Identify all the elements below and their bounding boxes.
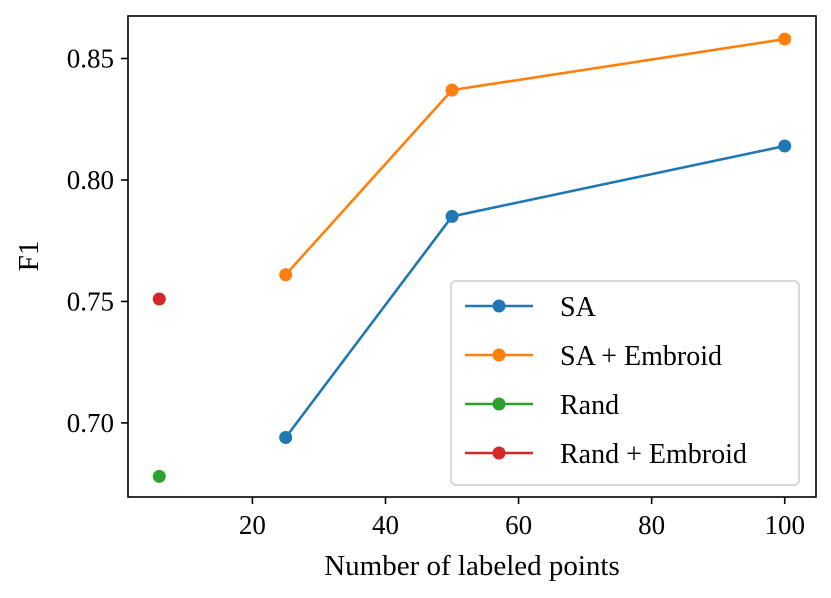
y-axis-label: F1: [13, 241, 45, 272]
legend-box: [450, 280, 800, 486]
y-axis: 0.70 0.75 0.80 0.85: [67, 44, 128, 438]
x-tick-label: 20: [239, 510, 266, 540]
x-axis-label: Number of labeled points: [324, 550, 620, 582]
data-point-sa-embroid: [279, 268, 293, 282]
data-point-sa-embroid: [778, 32, 792, 46]
legend-marker-sa-embroid: [492, 348, 506, 362]
legend-marker-sa: [492, 299, 506, 313]
legend: SA SA + Embroid Rand Rand + Embroid: [450, 280, 800, 486]
legend-label-sa-embroid: SA + Embroid: [560, 341, 722, 372]
series-layer: [152, 32, 792, 483]
legend-label-rand: Rand: [560, 390, 619, 421]
legend-marker-rand: [492, 397, 506, 411]
plot-frame: [127, 15, 817, 498]
data-point-rand-embroid: [152, 292, 166, 306]
data-point-sa: [279, 430, 293, 444]
series-line-sa-embroid: [284, 37, 785, 276]
x-tick-label: 40: [372, 510, 399, 540]
x-tick-label: 100: [764, 510, 805, 540]
x-axis: 20 40 60 80 100: [239, 497, 805, 540]
data-point-sa-embroid: [445, 83, 459, 97]
data-point-sa: [778, 139, 792, 153]
legend-label-rand-embroid: Rand + Embroid: [560, 439, 747, 470]
data-point-rand: [152, 469, 166, 483]
y-tick-label: 0.75: [67, 286, 114, 316]
x-tick-label: 60: [505, 510, 532, 540]
data-point-sa: [445, 209, 459, 223]
y-tick-label: 0.80: [67, 165, 114, 195]
legend-marker-rand-embroid: [492, 446, 506, 460]
legend-label-sa: SA: [560, 292, 597, 323]
x-tick-label: 80: [638, 510, 665, 540]
y-tick-label: 0.70: [67, 408, 114, 438]
y-tick-label: 0.85: [67, 44, 114, 74]
